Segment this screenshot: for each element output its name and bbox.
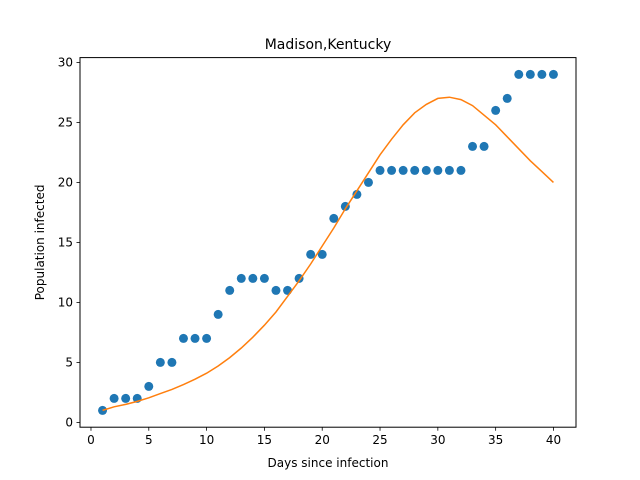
data-point: [190, 333, 200, 343]
data-point: [375, 165, 385, 175]
x-tick-label: 0: [87, 433, 95, 447]
data-point: [294, 273, 304, 283]
x-tick-label: 5: [145, 433, 153, 447]
data-point: [121, 393, 131, 403]
x-tick-label: 35: [488, 433, 503, 447]
data-point: [363, 177, 373, 187]
data-point: [306, 249, 316, 259]
y-tick-label: 20: [58, 176, 73, 190]
data-point: [144, 381, 154, 391]
y-tick-label: 0: [65, 416, 73, 430]
x-tick-label: 15: [257, 433, 272, 447]
data-point: [352, 189, 362, 199]
plot-area: [98, 69, 558, 415]
data-point: [387, 165, 397, 175]
x-axis: 0 5 10 15 20 25 30 35 40: [87, 427, 561, 447]
data-point: [433, 165, 443, 175]
y-tick-label: 30: [58, 56, 73, 70]
data-point: [225, 285, 235, 295]
data-point: [259, 273, 269, 283]
x-axis-label: Days since infection: [268, 456, 389, 470]
y-axis: 0 5 10 15 20 25 30: [58, 56, 80, 430]
data-point: [410, 165, 420, 175]
y-tick-label: 10: [58, 296, 73, 310]
data-point: [398, 165, 408, 175]
chart-title: Madison,Kentucky: [265, 37, 392, 53]
data-point: [444, 165, 454, 175]
data-point: [167, 357, 177, 367]
y-tick-label: 25: [58, 116, 73, 130]
data-point: [178, 333, 188, 343]
data-point: [537, 69, 547, 79]
data-point: [202, 333, 212, 343]
data-point: [109, 393, 119, 403]
data-point: [502, 93, 512, 103]
y-tick-label: 5: [65, 356, 73, 370]
x-tick-label: 40: [546, 433, 561, 447]
data-point: [329, 213, 339, 223]
data-point: [283, 285, 293, 295]
fit-curve-line: [102, 96, 554, 412]
x-tick-label: 10: [199, 433, 214, 447]
data-point: [548, 69, 558, 79]
x-tick-label: 20: [315, 433, 330, 447]
data-point: [317, 249, 327, 259]
data-point: [155, 357, 165, 367]
data-point: [514, 69, 524, 79]
x-tick-label: 30: [430, 433, 445, 447]
data-point: [525, 69, 535, 79]
data-point: [271, 285, 281, 295]
y-axis-label: Population infected: [33, 185, 47, 301]
data-point: [491, 105, 501, 115]
y-tick-label: 15: [58, 236, 73, 250]
data-point: [468, 141, 478, 151]
data-point: [421, 165, 431, 175]
axes-frame: [79, 57, 577, 428]
data-point: [236, 273, 246, 283]
data-point: [456, 165, 466, 175]
data-point: [479, 141, 489, 151]
data-point: [248, 273, 258, 283]
data-point: [213, 309, 223, 319]
x-tick-label: 25: [372, 433, 387, 447]
